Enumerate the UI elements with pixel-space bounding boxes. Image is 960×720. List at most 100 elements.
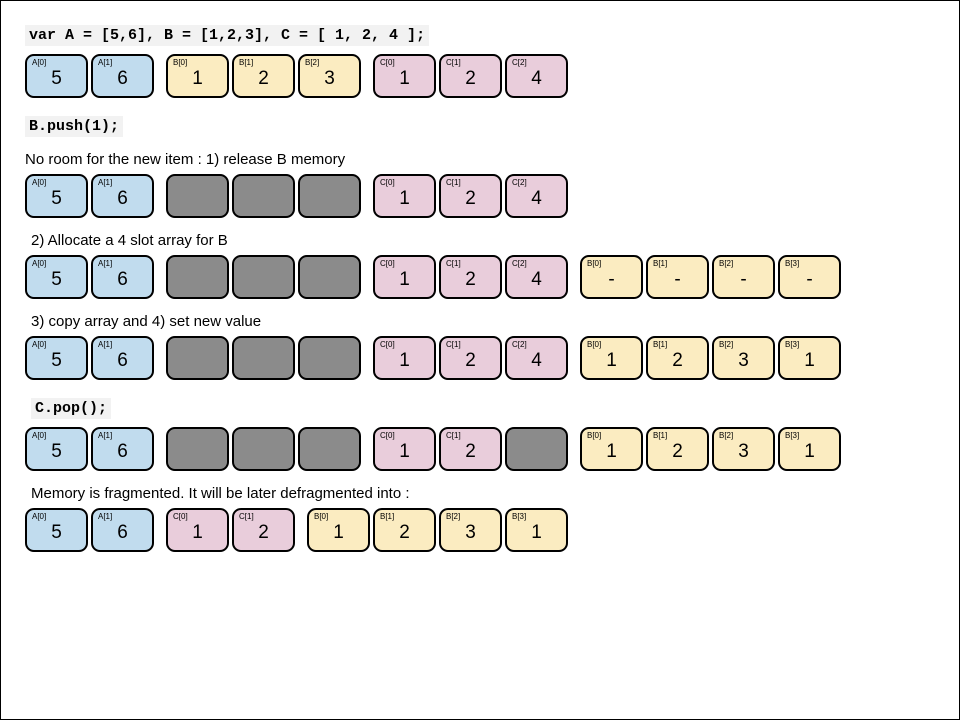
array-gap [298,508,304,552]
cell-index-label: B[2] [719,259,733,268]
array-cell: B[2]3 [298,54,361,98]
cell-index-label: B[2] [446,512,460,521]
array-cell: B[1] 2 [373,508,436,552]
cell-value: 2 [399,522,410,544]
array-cell: B[0]1 [580,336,643,380]
cell-index-label: C[2] [512,340,527,349]
cell-value: 6 [117,68,128,90]
cell-value: 1 [804,441,815,463]
cell-index-label: C[1] [446,259,461,268]
cell-index-label: B[0] [587,431,601,440]
cell-value: 6 [117,522,128,544]
cell-value: 1 [333,522,344,544]
array-cell: C[0]1 [373,336,436,380]
memory-row-1: A[0]5A[1]6C[0]1C[1]2C[2]4 [25,174,935,218]
array-cell: C[0]1 [373,54,436,98]
cell-index-label: B[0] [587,340,601,349]
array-cell: C[2] 4 [505,174,568,218]
cell-index-label: A[1] [98,431,112,440]
cell-index-label: C[1] [446,431,461,440]
cell-index-label: A[0] [32,259,46,268]
cell-value: - [740,269,746,291]
array-gap [157,336,163,380]
cell-index-label: B[3] [785,431,799,440]
array-cell: B[3]- [778,255,841,299]
cell-value: 4 [531,350,542,372]
free-slot [505,427,568,471]
cell-value: 1 [192,68,203,90]
memory-row-3: A[0]5A[1]6C[0]1C[1]2C[2]4B[0]1B[1]2B[2]3… [25,336,935,380]
cell-index-label: A[0] [32,178,46,187]
cell-value: 5 [51,68,62,90]
cell-index-label: A[1] [98,340,112,349]
array-cell: C[1]2 [439,427,502,471]
array-cell: A[0] 5 [25,427,88,471]
caption-1: No room for the new item : 1) release B … [25,151,935,168]
cell-index-label: C[0] [380,259,395,268]
cell-value: 1 [399,188,410,210]
array-cell: C[2]4 [505,255,568,299]
cell-value: 3 [738,350,749,372]
cell-index-label: B[0] [587,259,601,268]
cell-value: 6 [117,441,128,463]
array-cell: A[1] 6 [91,508,154,552]
code-line-1: var A = [5,6], B = [1,2,3], C = [ 1, 2, … [25,25,429,46]
cell-value: 6 [117,269,128,291]
cell-index-label: C[1] [446,340,461,349]
cell-index-label: B[0] [314,512,328,521]
array-gap [157,255,163,299]
array-cell: C[1]2 [439,174,502,218]
cell-index-label: B[1] [653,340,667,349]
cell-value: - [674,269,680,291]
array-cell: B[0]- [580,255,643,299]
cell-value: 2 [672,441,683,463]
array-cell: B[1]2 [232,54,295,98]
cell-value: 5 [51,522,62,544]
code-line-3: C.pop(); [31,398,111,419]
array-gap [364,336,370,380]
array-cell: B[1]- [646,255,709,299]
array-cell: A[0]5 [25,508,88,552]
cell-value: 2 [465,269,476,291]
array-cell: B[2]3 [712,336,775,380]
free-slot [232,174,295,218]
array-gap [364,174,370,218]
cell-index-label: C[0] [380,58,395,67]
cell-value: 4 [531,68,542,90]
caption-2: 2) Allocate a 4 slot array for B [31,232,935,249]
cell-index-label: B[1] [653,431,667,440]
array-cell: C[0]1 [166,508,229,552]
array-cell: B[2]3 [712,427,775,471]
diagram-page: var A = [5,6], B = [1,2,3], C = [ 1, 2, … [0,0,960,720]
array-cell: A[1]6 [91,54,154,98]
array-cell: A[0]5 [25,255,88,299]
cell-index-label: B[1] [380,512,394,521]
cell-value: 1 [399,441,410,463]
array-gap [571,427,577,471]
cell-index-label: C[2] [512,178,527,187]
cell-value: 3 [465,522,476,544]
array-cell: B[2]- [712,255,775,299]
cell-index-label: B[2] [719,431,733,440]
cell-value: 5 [51,441,62,463]
cell-index-label: A[1] [98,512,112,521]
memory-row-0: A[0]5A[1]6B[0]1B[1]2B[2]3C[0]1C[1]2C[2]4 [25,54,935,98]
memory-row-4: A[0]5A[1]6C[0]1C[1]2B[0]1B[1]2B[2]3B[3]1 [25,427,935,471]
cell-value: 4 [531,269,542,291]
array-cell: A[0]5 [25,54,88,98]
cell-value: 2 [465,188,476,210]
cell-index-label: A[0] [32,431,46,440]
cell-index-label: B[3] [512,512,526,521]
free-slot [166,427,229,471]
array-cell: A[1]6 [91,336,154,380]
cell-value: 2 [258,68,269,90]
cell-value: - [608,269,614,291]
cell-value: 4 [531,188,542,210]
cell-index-label: A[1] [98,259,112,268]
array-cell: B[3] 1 [778,427,841,471]
free-slot [298,174,361,218]
array-cell: C[0]1 [373,255,436,299]
cell-value: 5 [51,188,62,210]
cell-value: 2 [465,350,476,372]
cell-index-label: C[1] [239,512,254,521]
